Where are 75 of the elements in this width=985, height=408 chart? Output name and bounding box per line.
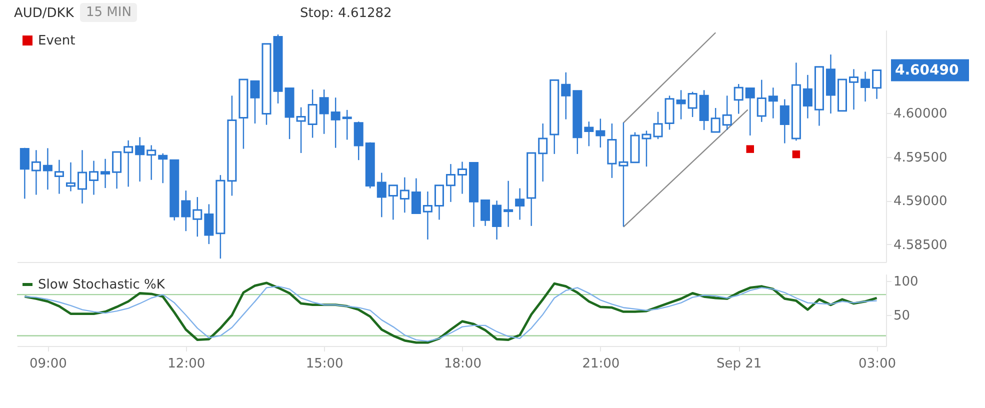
y-tick-label: 4.59500: [894, 150, 948, 166]
x-tick-label: 21:00: [582, 356, 620, 372]
candlestick: [492, 200, 502, 240]
chart-subtitle: 15 MIN: [80, 3, 138, 22]
candlestick: [400, 176, 410, 214]
candlestick: [849, 68, 859, 110]
candlestick: [802, 74, 812, 119]
candlestick: [89, 160, 99, 196]
candlestick: [768, 87, 778, 119]
candlestick: [504, 180, 514, 228]
y-tick-label: 100: [894, 274, 918, 290]
candlestick: [158, 152, 168, 184]
candlestick: [20, 147, 30, 200]
candlestick: [515, 188, 525, 220]
candlestick: [66, 162, 76, 192]
candlestick: [100, 158, 110, 189]
x-tick-label: Sep 21: [716, 356, 762, 372]
candlestick: [146, 144, 156, 180]
legend-label: Slow Stochastic %K: [38, 278, 166, 292]
candlestick: [457, 161, 467, 194]
chart-title: AUD/DKK: [14, 6, 74, 21]
candlestick: [42, 148, 52, 190]
y-tick-label: 4.58500: [894, 238, 948, 253]
candlestick: [688, 91, 698, 118]
x-tick-label: 09:00: [29, 356, 67, 372]
y-tick-label: 4.59000: [894, 194, 948, 210]
candlestick: [342, 109, 352, 140]
candlestick: [354, 120, 364, 161]
candlestick: [204, 204, 214, 245]
candlestick: [388, 184, 398, 220]
candlestick: [319, 88, 329, 135]
candlestick: [642, 130, 652, 168]
candlestick: [54, 159, 64, 194]
candlestick: [584, 120, 594, 147]
candlestick: [860, 71, 870, 102]
candlestick: [330, 96, 340, 148]
candlestick: [596, 118, 606, 148]
candlestick: [296, 106, 306, 154]
legend-label: Event: [38, 34, 76, 48]
candlestick: [745, 87, 755, 136]
candlestick: [181, 190, 191, 232]
candlestick: [434, 184, 444, 220]
candlestick: [78, 150, 87, 204]
candlestick: [124, 140, 134, 188]
text: Stop: 4.61282: [300, 6, 392, 21]
candlestick: [722, 95, 732, 131]
candlestick: [250, 80, 260, 124]
candlestick: [780, 98, 790, 144]
candlestick: [561, 72, 571, 120]
candlestick: [411, 178, 421, 214]
candlestick: [376, 172, 386, 218]
candlestick: [422, 190, 432, 240]
x-tick-label: 15:00: [306, 356, 344, 372]
candlestick: [710, 107, 720, 133]
x-tick-label: 03:00: [858, 356, 896, 372]
text: 4.60490: [895, 62, 960, 78]
candlestick: [308, 88, 318, 138]
candlestick: [618, 122, 628, 228]
candlestick: [653, 111, 663, 140]
candlestick: [607, 122, 617, 179]
candlestick: [756, 79, 766, 123]
candlestick: [31, 150, 41, 196]
candlestick: [538, 122, 548, 182]
y-tick-label: 50: [894, 308, 910, 324]
y-tick-label: 4.60000: [894, 106, 948, 122]
candlestick: [480, 200, 490, 227]
candlestick: [112, 151, 122, 190]
x-tick-label: 18:00: [444, 356, 482, 372]
candlestick: [872, 70, 882, 100]
x-tick-label: 12:00: [168, 356, 206, 372]
candlestick: [734, 83, 744, 114]
candlestick: [676, 90, 686, 120]
candlestick: [446, 163, 456, 203]
candlestick: [192, 196, 202, 238]
candlestick: [135, 136, 145, 182]
